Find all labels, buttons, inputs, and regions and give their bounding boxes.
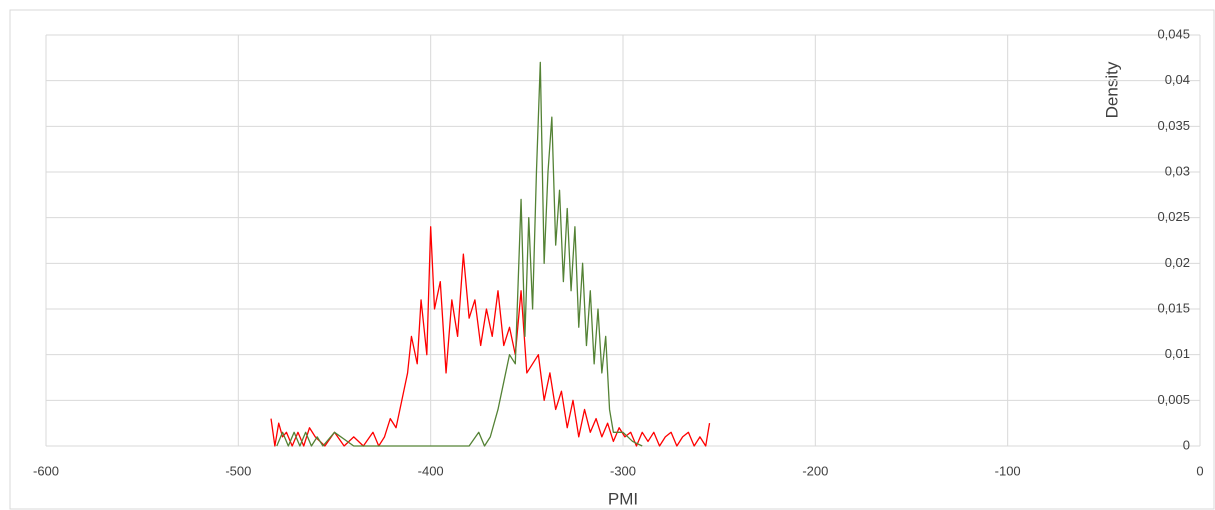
chart-frame: [9, 9, 1215, 510]
x-tick-label: -300: [610, 463, 636, 478]
x-axis-label: PMI: [608, 489, 638, 508]
y-tick-label: 0,02: [1165, 255, 1190, 270]
x-tick-label: -100: [995, 463, 1021, 478]
y-tick-label: 0,035: [1157, 118, 1190, 133]
x-tick-label: -600: [33, 463, 59, 478]
y-axis-label: Density: [1102, 61, 1121, 118]
series-line: [270, 226, 711, 447]
y-tick-label: 0,005: [1157, 392, 1190, 407]
y-tick-label: 0,015: [1157, 300, 1190, 315]
y-tick-label: 0,01: [1165, 346, 1190, 361]
y-tick-label: 0,025: [1157, 209, 1190, 224]
series-line: [276, 61, 643, 447]
x-tick-label: 0: [1196, 463, 1203, 478]
y-tick-label: 0,045: [1157, 26, 1190, 41]
y-tick-label: 0: [1183, 437, 1190, 452]
y-tick-label: 0,03: [1165, 163, 1190, 178]
x-tick-label: -500: [225, 463, 251, 478]
x-tick-label: -200: [802, 463, 828, 478]
y-tick-label: 0,04: [1165, 72, 1190, 87]
x-tick-label: -400: [418, 463, 444, 478]
